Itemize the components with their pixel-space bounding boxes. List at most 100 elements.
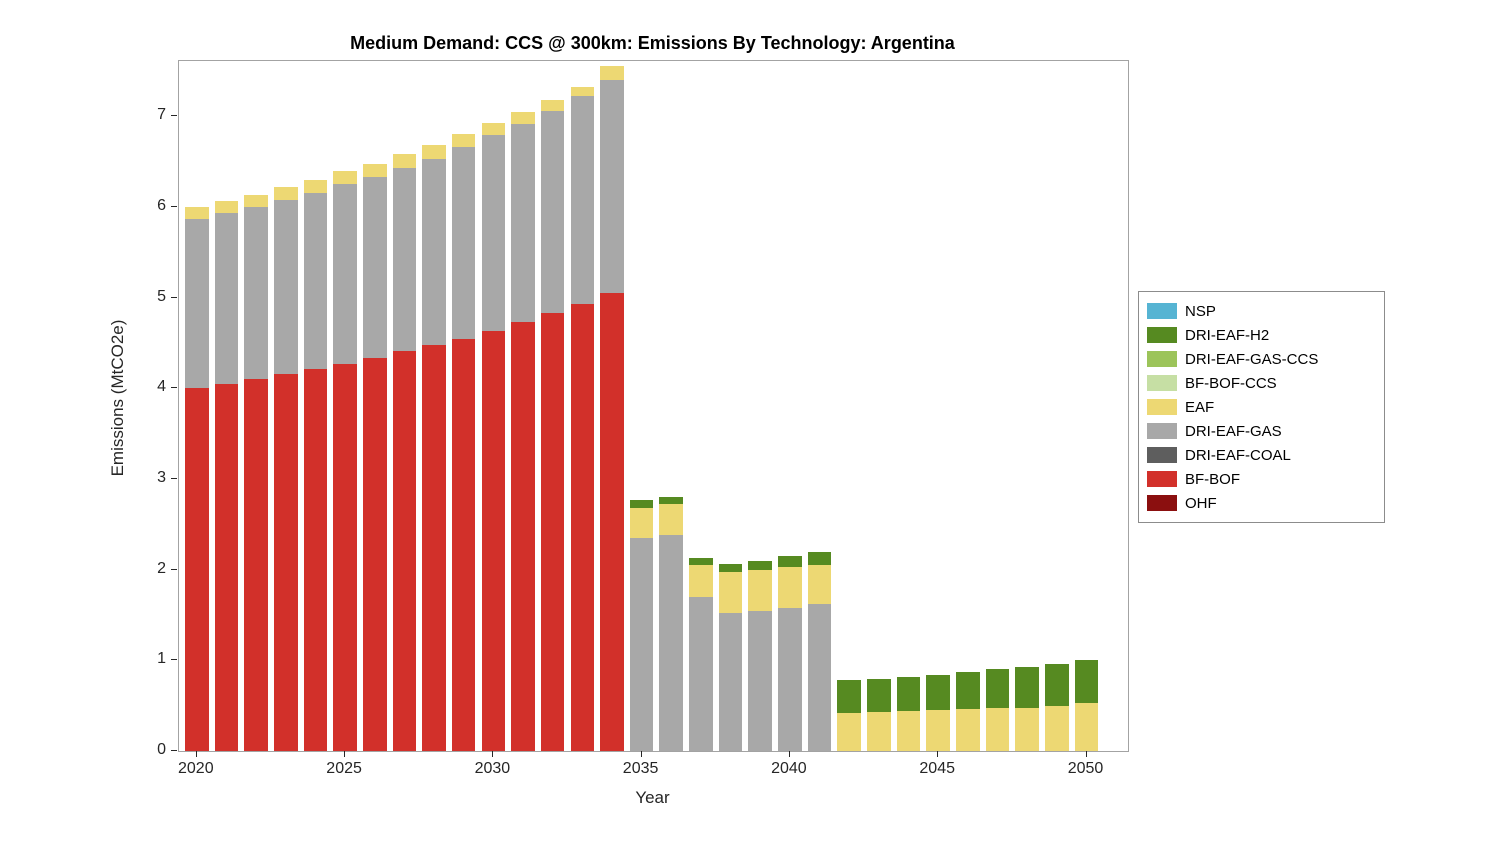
bar-segment-dri-eaf-h2 xyxy=(659,497,684,505)
legend-swatch-bf-bof xyxy=(1147,471,1177,487)
bar-segment-dri-eaf-gas xyxy=(807,604,832,751)
bar-segment-eaf xyxy=(807,565,832,605)
bar-segment-eaf xyxy=(926,710,950,751)
legend-label: EAF xyxy=(1185,398,1215,416)
x-tick-label: 2045 xyxy=(919,760,955,777)
bar-segment-eaf xyxy=(629,508,654,538)
x-tick-label: 2030 xyxy=(474,760,511,777)
bar-segment-eaf xyxy=(362,163,387,178)
bar-segment-eaf xyxy=(392,154,417,168)
y-tick-label: 0 xyxy=(157,741,166,758)
bar-segment-bf-bof xyxy=(451,338,476,751)
bar-segment-dri-eaf-h2 xyxy=(867,678,891,712)
bar-segment-eaf xyxy=(451,134,476,148)
bar-segment-eaf xyxy=(837,712,862,751)
bar-segment-eaf xyxy=(1045,705,1069,751)
bar-segment-eaf xyxy=(333,170,357,185)
bar-segment-dri-eaf-gas xyxy=(422,158,446,345)
chart-title: Medium Demand: CCS @ 300km: Emissions By… xyxy=(350,33,955,53)
bar-segment-dri-eaf-gas xyxy=(659,535,684,751)
bar-segment-bf-bof xyxy=(392,351,417,751)
legend-label: DRI-EAF-COAL xyxy=(1185,446,1291,464)
legend-label: OHF xyxy=(1185,494,1217,512)
y-axis-label: Emissions (MtCO2e) xyxy=(108,319,127,477)
y-tick-mark xyxy=(171,387,177,389)
legend-swatch-dri-eaf-gas xyxy=(1147,423,1177,439)
bar-segment-eaf xyxy=(244,195,268,207)
x-axis-label: Year xyxy=(635,788,670,807)
bar-segment-dri-eaf-gas xyxy=(244,207,268,380)
bar-segment-eaf xyxy=(184,207,209,219)
y-tick-label: 7 xyxy=(157,106,166,124)
bar-segment-dri-eaf-gas xyxy=(511,123,535,323)
legend-item-dri-eaf-gas-ccs: DRI-EAF-GAS-CCS xyxy=(1147,347,1376,371)
legend-swatch-ohf xyxy=(1147,495,1177,511)
y-tick-mark xyxy=(171,115,177,117)
y-tick-mark xyxy=(171,750,177,751)
bar-segment-dri-eaf-h2 xyxy=(629,499,654,508)
bar-segment-eaf xyxy=(956,709,980,751)
y-tick-mark xyxy=(171,206,177,207)
y-tick-label: 4 xyxy=(157,378,166,396)
bar-segment-dri-eaf-h2 xyxy=(748,560,773,570)
bar-segment-bf-bof xyxy=(540,313,565,751)
legend-swatch-dri-eaf-h2 xyxy=(1147,327,1177,343)
legend-swatch-bf-bof-ccs xyxy=(1147,375,1177,391)
bar-segment-dri-eaf-gas xyxy=(718,613,743,751)
y-tick-label: 1 xyxy=(157,650,166,668)
legend-item-bf-bof: BF-BOF xyxy=(1147,467,1376,491)
legend-label: DRI-EAF-H2 xyxy=(1185,326,1270,344)
bar-segment-bf-bof xyxy=(333,363,357,751)
x-tick-label: 2050 xyxy=(1067,760,1104,777)
legend-label: DRI-EAF-GAS-CCS xyxy=(1185,350,1319,368)
legend-item-dri-eaf-gas: DRI-EAF-GAS xyxy=(1147,419,1376,443)
bar-segment-bf-bof xyxy=(481,331,506,751)
legend-item-dri-eaf-h2: DRI-EAF-H2 xyxy=(1147,323,1376,347)
bar-segment-dri-eaf-gas xyxy=(451,147,476,339)
y-tick-mark xyxy=(171,296,177,298)
legend-swatch-eaf xyxy=(1147,399,1177,415)
bar-segment-dri-eaf-gas xyxy=(303,193,328,370)
bar-segment-eaf xyxy=(600,66,624,80)
bar-segment-dri-eaf-h2 xyxy=(1074,660,1099,703)
y-tick-mark xyxy=(171,659,177,661)
bar-segment-bf-bof xyxy=(600,293,624,751)
bar-segment-bf-bof xyxy=(422,344,446,751)
bar-segment-dri-eaf-h2 xyxy=(926,674,950,711)
y-tick-label: 3 xyxy=(157,469,166,486)
legend-item-nsp: NSP xyxy=(1147,299,1376,323)
bar-segment-dri-eaf-gas xyxy=(333,184,357,364)
bar-segment-bf-bof xyxy=(511,322,535,751)
bar-segment-bf-bof xyxy=(362,357,387,751)
y-tick-mark xyxy=(171,568,177,570)
y-tick-label: 2 xyxy=(157,559,166,577)
legend-item-ohf: OHF xyxy=(1147,491,1376,515)
legend-label: BF-BOF-CCS xyxy=(1185,374,1277,392)
x-tick-label: 2025 xyxy=(326,760,362,777)
bar-segment-eaf xyxy=(540,100,565,111)
bar-segment-eaf xyxy=(718,572,743,614)
bar-segment-dri-eaf-h2 xyxy=(807,551,832,566)
bar-segment-bf-bof xyxy=(570,304,595,751)
bar-segment-dri-eaf-gas xyxy=(362,177,387,358)
legend-label: NSP xyxy=(1185,302,1216,320)
bar-segment-eaf xyxy=(481,122,506,136)
bar-segment-eaf xyxy=(214,200,239,214)
bar-segment-eaf xyxy=(896,711,921,751)
y-tick-mark xyxy=(171,478,177,479)
x-tick-label: 2020 xyxy=(178,760,214,777)
bar-segment-dri-eaf-gas xyxy=(481,135,506,332)
plot-area xyxy=(178,60,1129,752)
bar-segment-dri-eaf-gas xyxy=(748,610,773,751)
legend-label: DRI-EAF-GAS xyxy=(1185,422,1282,440)
bar-segment-bf-bof xyxy=(184,388,209,751)
bar-segment-eaf xyxy=(1074,702,1099,751)
bar-segment-dri-eaf-gas xyxy=(184,218,209,389)
bar-segment-bf-bof xyxy=(244,379,268,751)
bar-segment-eaf xyxy=(422,145,446,159)
legend-item-dri-eaf-coal: DRI-EAF-COAL xyxy=(1147,443,1376,467)
bar-segment-eaf xyxy=(273,187,298,200)
bar-segment-bf-bof xyxy=(273,373,298,751)
bar-segment-eaf xyxy=(570,87,595,97)
